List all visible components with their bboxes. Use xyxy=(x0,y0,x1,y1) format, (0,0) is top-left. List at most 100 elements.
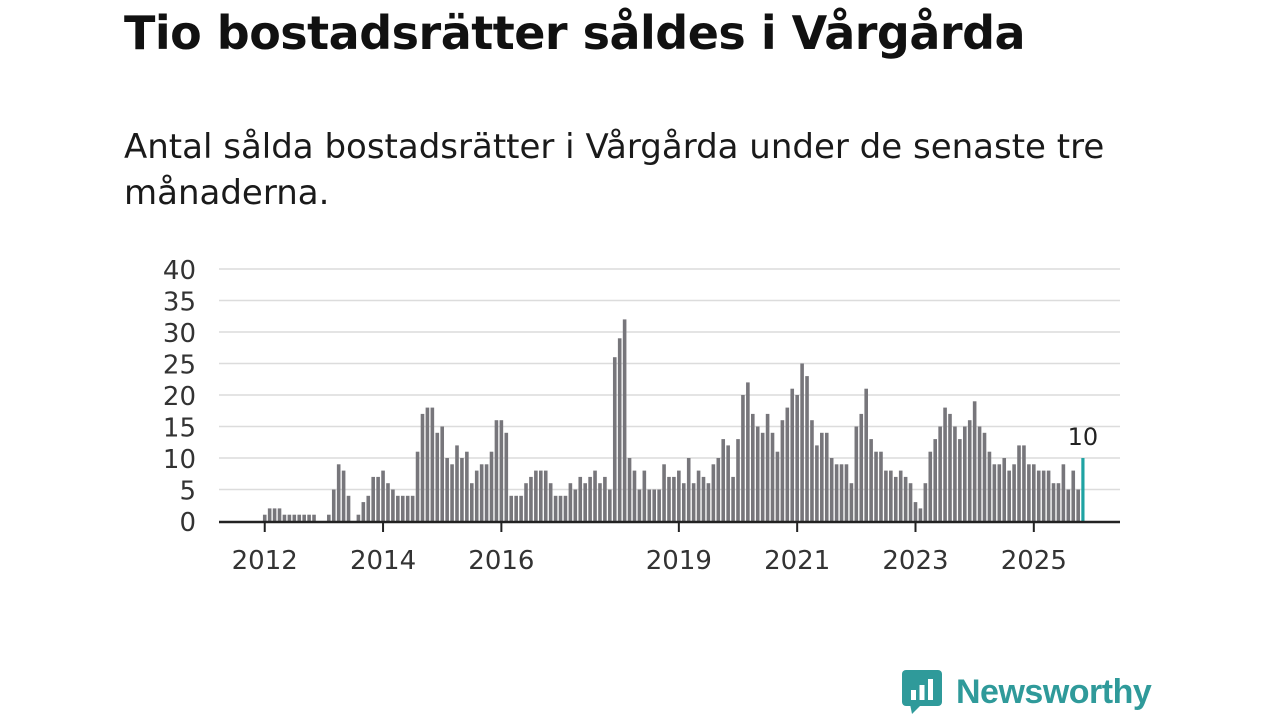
bar xyxy=(469,483,474,521)
bar xyxy=(992,464,997,521)
bar xyxy=(731,476,735,521)
bar xyxy=(346,495,351,521)
bar xyxy=(824,432,829,521)
bar xyxy=(430,407,435,521)
brand-name: Newsworthy xyxy=(956,672,1152,711)
bar xyxy=(652,489,656,521)
bar xyxy=(672,476,676,521)
y-tick-label: 5 xyxy=(179,477,196,507)
bar xyxy=(341,470,346,521)
bar xyxy=(410,495,415,521)
bar xyxy=(548,483,553,521)
y-tick-label: 15 xyxy=(163,414,196,444)
bar xyxy=(297,514,302,521)
bar xyxy=(760,432,765,521)
bar xyxy=(272,508,277,521)
x-tick-label: 2021 xyxy=(764,546,830,576)
chart-subtitle: Antal sålda bostadsrätter i Vårgårda und… xyxy=(124,127,1105,213)
bar xyxy=(494,420,499,521)
bar xyxy=(755,426,760,521)
bar xyxy=(396,495,400,521)
bar xyxy=(440,426,445,521)
y-tick-label: 35 xyxy=(163,288,196,318)
bar xyxy=(509,495,514,521)
bar xyxy=(849,483,854,521)
bar xyxy=(785,407,790,521)
bar xyxy=(371,476,375,521)
bar xyxy=(489,451,494,521)
bar xyxy=(1027,464,1031,521)
bar xyxy=(667,476,671,521)
bar xyxy=(1007,470,1011,521)
bar xyxy=(805,376,809,521)
bar xyxy=(854,426,859,521)
bar xyxy=(376,476,380,521)
bar xyxy=(691,483,696,521)
bar xyxy=(1071,470,1076,521)
bar xyxy=(770,432,775,521)
bar xyxy=(524,483,528,521)
bar xyxy=(677,470,681,521)
y-tick-label: 0 xyxy=(179,508,196,538)
bar xyxy=(539,470,543,521)
bar xyxy=(450,464,454,521)
bar xyxy=(657,489,661,521)
bar xyxy=(908,483,913,521)
highlight-data-label: 10 xyxy=(1068,423,1099,451)
bar xyxy=(558,495,563,521)
bar xyxy=(617,338,622,521)
newsworthy-logo-icon xyxy=(902,670,942,714)
bar xyxy=(307,514,311,521)
x-axis-labels: 2012 2014 2016 2019 2021 2023 2025 xyxy=(232,546,1067,576)
bar xyxy=(972,401,977,521)
bar xyxy=(790,388,795,521)
bar xyxy=(312,514,316,521)
bar xyxy=(460,458,464,521)
bar xyxy=(701,476,706,521)
bar xyxy=(400,495,405,521)
bar xyxy=(775,451,780,521)
bar xyxy=(765,413,770,521)
bar xyxy=(918,508,923,521)
newsworthy-logo: Newsworthy xyxy=(902,670,1152,714)
bar xyxy=(504,432,509,521)
bar xyxy=(751,413,755,521)
x-tick-label: 2023 xyxy=(882,546,948,576)
bar xyxy=(336,464,341,521)
bar xyxy=(356,514,361,521)
bar xyxy=(529,476,533,521)
bar xyxy=(637,489,642,521)
bar xyxy=(583,483,587,521)
bar xyxy=(455,445,459,521)
bar xyxy=(474,470,479,521)
bar xyxy=(1066,489,1071,521)
bar xyxy=(534,470,538,521)
bar xyxy=(519,495,523,521)
bar xyxy=(780,420,785,521)
bar xyxy=(948,413,952,521)
bar xyxy=(603,476,607,521)
bar xyxy=(563,495,568,521)
bar xyxy=(1012,464,1016,521)
bar xyxy=(361,502,366,521)
x-tick-label: 2012 xyxy=(232,546,298,576)
bar xyxy=(425,407,430,521)
bar xyxy=(435,432,440,521)
bar xyxy=(889,470,893,521)
x-tick-label: 2019 xyxy=(646,546,712,576)
bar xyxy=(465,451,469,521)
bar xyxy=(1061,464,1066,521)
bar xyxy=(405,495,410,521)
bar xyxy=(598,483,602,521)
bar xyxy=(277,508,282,521)
bar xyxy=(1022,445,1026,521)
bar xyxy=(874,451,878,521)
bar xyxy=(967,420,972,521)
bar-highlight xyxy=(1081,458,1085,521)
bar xyxy=(893,476,898,521)
bar xyxy=(331,489,336,521)
bar xyxy=(1032,464,1036,521)
bar xyxy=(553,495,558,521)
